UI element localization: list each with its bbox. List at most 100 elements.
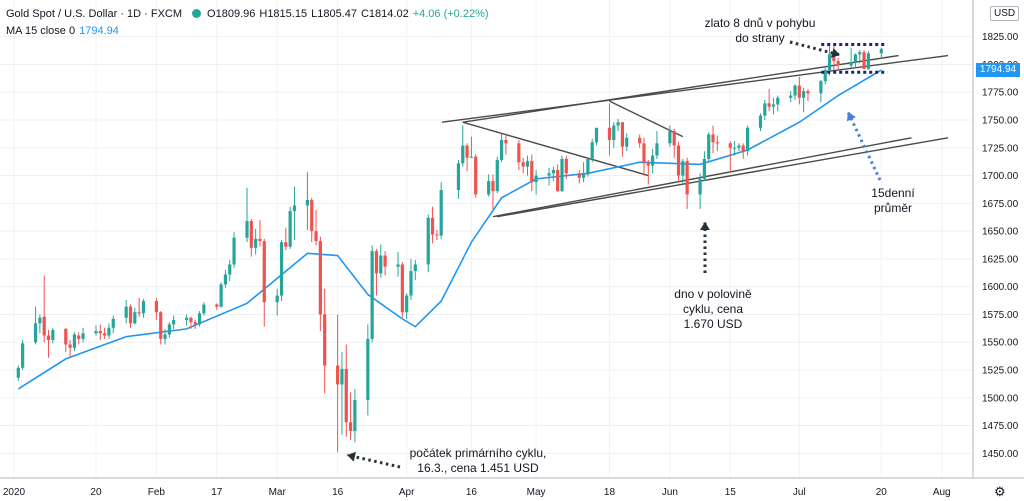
candle-body [383, 255, 387, 267]
candle-body [400, 264, 404, 313]
candle-body [340, 368, 344, 385]
candle-body [620, 122, 625, 147]
lower-channel-line [496, 137, 949, 218]
candle-body [172, 320, 176, 325]
candle-body [262, 241, 266, 303]
candle-body [336, 365, 340, 385]
primary-cycle-arrow-head [347, 451, 356, 462]
price-tick-label: 1725.00 [982, 143, 1019, 154]
candle-body [33, 323, 38, 343]
candle-body [163, 334, 167, 339]
candle-body [819, 81, 823, 94]
indicator-row[interactable]: MA 15 close 0 1794.94 [6, 23, 493, 40]
candle-body [806, 91, 810, 94]
symbol-title[interactable]: Gold Spot / U.S. Dollar · 1D · FXCM [6, 8, 183, 20]
candle-body [430, 217, 435, 235]
price-tick-label: 1750.00 [982, 116, 1019, 127]
candle-body [107, 327, 111, 336]
candle-body [219, 284, 223, 307]
candle-body [275, 295, 279, 303]
price-tick-label: 1825.00 [982, 32, 1019, 43]
consolidation-box [821, 42, 888, 74]
candles [16, 44, 883, 453]
candle-body [763, 103, 767, 116]
candle-body [353, 400, 357, 432]
candle-body [405, 295, 409, 313]
open-value: O1809.96 [207, 8, 256, 20]
candle-body [202, 304, 206, 314]
price-tick-label: 1650.00 [982, 227, 1019, 238]
candle-body [435, 234, 439, 236]
candle-body [612, 125, 616, 140]
price-tick-label: 1600.00 [982, 282, 1019, 293]
candle-body [409, 271, 413, 296]
price-tick-label: 1775.00 [982, 88, 1019, 99]
candle-body [249, 221, 253, 248]
annotation-consolidation-line1: zlato 8 dnů v pohybu [705, 16, 816, 30]
price-tick-label: 1700.00 [982, 171, 1019, 182]
candle-body [853, 54, 858, 63]
time-tick-label: Feb [148, 487, 166, 498]
candle-body [737, 145, 741, 148]
candle-body [465, 145, 469, 158]
candle-body [396, 264, 400, 267]
candle-body [323, 314, 327, 366]
candle-body [284, 242, 288, 247]
candle-body [517, 143, 521, 163]
ma-label[interactable]: MA 15 close 0 [6, 25, 76, 37]
annotation-ma-line1: 15denní [871, 186, 915, 200]
candle-body [94, 331, 98, 334]
gear-icon[interactable]: ⚙ [994, 484, 1006, 499]
candle-body [103, 333, 107, 336]
candle-body [374, 251, 379, 274]
annotations: zlato 8 dnů v pohybu do strany 15denní p… [410, 16, 916, 475]
last-price-tag: 1794.94 [976, 63, 1020, 77]
price-tick-label: 1625.00 [982, 254, 1019, 265]
candle-body [771, 104, 776, 107]
candle-body [189, 317, 193, 323]
candle-body [46, 335, 51, 340]
candle-body [676, 145, 681, 176]
annotation-arrows [346, 40, 882, 469]
candle-body [21, 343, 25, 368]
candle-body [413, 264, 417, 272]
currency-badge[interactable]: USD [990, 6, 1020, 21]
candle-body [651, 155, 655, 166]
candle-body [124, 306, 128, 318]
candle-body [64, 328, 68, 345]
candle-body [51, 330, 55, 340]
candle-body [776, 97, 780, 105]
change-value: +4.06 (+0.22%) [412, 8, 489, 20]
candle-body [836, 61, 840, 66]
candle-body [758, 115, 763, 128]
time-tick-label: 20 [876, 487, 888, 498]
candle-body [646, 163, 650, 166]
candle-body [789, 95, 793, 98]
candle-body [228, 264, 232, 275]
candle-body [288, 211, 292, 247]
candle-body [193, 322, 197, 325]
ma-value: 1794.94 [79, 25, 119, 37]
candle-body [849, 62, 853, 66]
candle-body [215, 304, 219, 307]
candle-body [547, 173, 551, 176]
chart-legend: Gold Spot / U.S. Dollar · 1D · FXCM O1809… [6, 6, 493, 40]
candle-body [245, 221, 249, 238]
candle-body [827, 54, 832, 70]
time-tick-label: May [527, 487, 546, 498]
candle-body [38, 317, 42, 324]
price-tick-label: 1675.00 [982, 199, 1019, 210]
trendline [492, 137, 912, 218]
candle-body [638, 137, 642, 144]
candle-body [577, 173, 581, 178]
candle-body [77, 335, 81, 339]
candle-body [185, 317, 189, 320]
candle-body [556, 170, 560, 192]
candle-body [715, 142, 719, 144]
annotation-primary-line1: počátek primárního cyklu, [410, 446, 547, 460]
annotation-midcycle-line2: cyklu, cena [683, 302, 743, 316]
high-value: H1815.15 [259, 8, 308, 20]
moving-average-line [17, 69, 882, 390]
midcycle-arrow-head [700, 222, 710, 230]
